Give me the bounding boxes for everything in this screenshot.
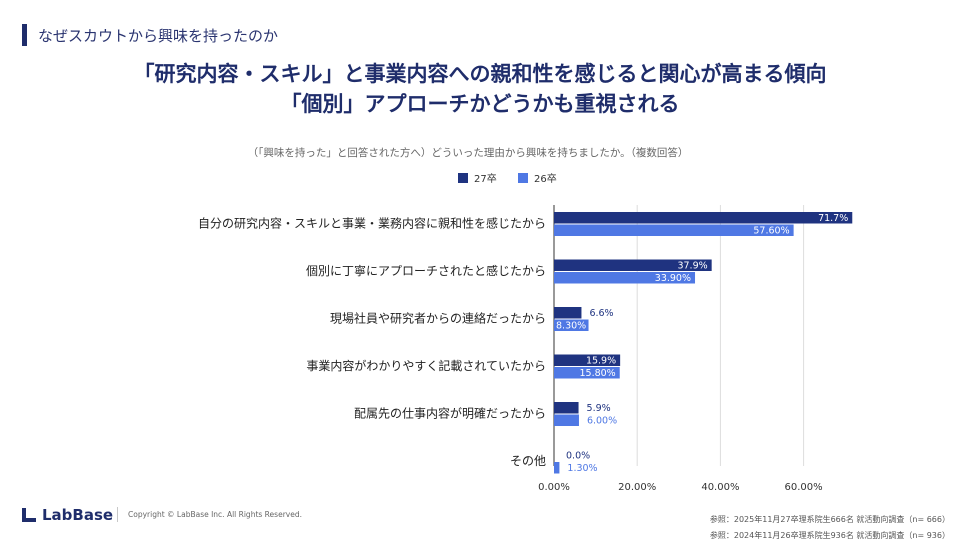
labbase-logo-icon bbox=[22, 508, 36, 522]
legend-swatch-26卒 bbox=[518, 173, 528, 183]
data-label-27卒: 6.6% bbox=[589, 308, 613, 319]
section-label: なぜスカウトから興味を持ったのか bbox=[38, 27, 279, 45]
bar-26卒 bbox=[554, 414, 579, 426]
x-tick-label-40: 40.00% bbox=[701, 482, 739, 493]
bar-26卒 bbox=[554, 224, 794, 236]
category-label: その他 bbox=[510, 454, 546, 468]
data-label-26卒: 15.80% bbox=[579, 368, 615, 379]
data-label-27卒: 37.9% bbox=[677, 261, 707, 272]
category-label: 個別に丁寧にアプローチされたと感じたから bbox=[306, 263, 546, 278]
section-accent-bar bbox=[22, 24, 27, 46]
bar-26卒 bbox=[554, 462, 560, 474]
category-label: 配属先の仕事内容が明確だったから bbox=[354, 406, 546, 421]
data-label-26卒: 57.60% bbox=[753, 226, 789, 237]
data-label-26卒: 8.30% bbox=[556, 321, 586, 332]
logo-text: LabBase bbox=[42, 506, 114, 524]
legend-swatch-27卒 bbox=[458, 173, 468, 183]
x-tick-label-60: 60.00% bbox=[785, 482, 823, 493]
bar-27卒 bbox=[554, 212, 853, 224]
bar-27卒 bbox=[554, 402, 579, 414]
data-label-27卒: 71.7% bbox=[818, 213, 848, 224]
bar-27卒 bbox=[554, 354, 621, 366]
bar-26卒 bbox=[554, 272, 696, 284]
footer-divider bbox=[117, 507, 118, 522]
category-label: 事業内容がわかりやすく記載されていたから bbox=[306, 358, 546, 373]
data-label-26卒: 1.30% bbox=[567, 463, 597, 474]
data-label-26卒: 33.90% bbox=[655, 273, 691, 284]
category-label: 現場社員や研究者からの連絡だったから bbox=[330, 311, 546, 326]
bar-27卒 bbox=[554, 307, 582, 319]
labbase-logo: LabBase bbox=[22, 506, 113, 524]
source-note-1: 参照：2025年11月27卒理系院生666名 就活動向調査（n= 666） bbox=[709, 515, 950, 524]
data-label-27卒: 15.9% bbox=[586, 356, 616, 367]
legend-label-27卒: 27卒 bbox=[474, 172, 497, 185]
data-label-26卒: 6.00% bbox=[587, 416, 617, 427]
chart-subtitle: （「興味を持った」と回答された方へ）どういった理由から興味を持ちましたか。（複数… bbox=[248, 146, 689, 159]
data-label-27卒: 0.0% bbox=[566, 451, 590, 462]
page-title-line2: 「個別」アプローチかどうかも重視される bbox=[280, 92, 680, 116]
page-title-line1: 「研究内容・スキル」と事業内容への親和性を感じると関心が高まる傾向 bbox=[133, 62, 827, 86]
bar-27卒 bbox=[554, 259, 712, 271]
x-tick-label-0: 0.00% bbox=[538, 482, 570, 493]
data-label-27卒: 5.9% bbox=[587, 403, 611, 414]
legend-label-26卒: 26卒 bbox=[534, 172, 557, 185]
bar-26卒 bbox=[554, 367, 620, 379]
bar-26卒 bbox=[554, 319, 589, 331]
copyright-text: Copyright © LabBase Inc. All Rights Rese… bbox=[128, 510, 302, 519]
x-tick-label-20: 20.00% bbox=[618, 482, 656, 493]
category-label: 自分の研究内容・スキルと事業・業務内容に親和性を感じたから bbox=[198, 216, 546, 231]
source-note-2: 参照：2024年11月26卒理系院生936名 就活動向調査（n= 936） bbox=[709, 531, 950, 540]
